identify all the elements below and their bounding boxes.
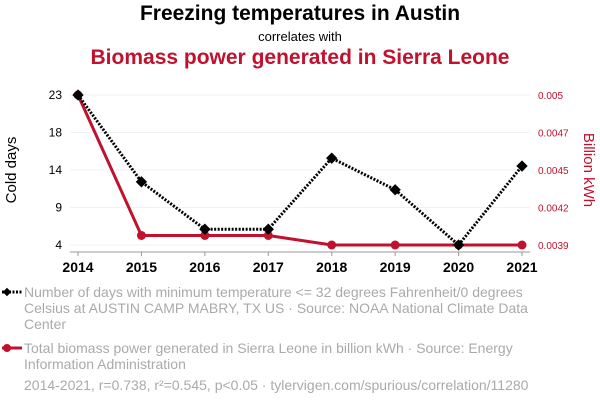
x-tick-label: 2021 bbox=[506, 259, 537, 275]
chart-title: Freezing temperatures in Austin bbox=[139, 2, 461, 25]
chart-title-2: Biomass power generated in Sierra Leone bbox=[90, 46, 510, 69]
y-tick-label: 14 bbox=[49, 163, 63, 177]
legend-label: Number of days with minimum temperature … bbox=[24, 284, 528, 332]
cold-days-point bbox=[389, 184, 401, 196]
y2-axis-label: Billion kWh bbox=[580, 133, 597, 207]
chart-subtitle: correlates with bbox=[258, 29, 342, 44]
legend-marker-diamond bbox=[2, 287, 22, 297]
y2-tick-label: 0.0039 bbox=[538, 241, 569, 252]
cold-days-point bbox=[135, 176, 148, 188]
x-tick-label: 2020 bbox=[443, 259, 474, 275]
cold-days-point bbox=[72, 89, 84, 101]
chart: 23 0.005 18 0.0047 14 0.0045 9 0.0042 4 0.0039 201… bbox=[3, 88, 597, 275]
legend-label: Total biomass power generated in Sierra … bbox=[24, 340, 513, 372]
y-tick-label: 18 bbox=[49, 126, 63, 140]
y-tick-label: 23 bbox=[49, 88, 63, 102]
cold-days-point bbox=[199, 223, 211, 235]
biomass-point bbox=[263, 230, 273, 240]
cold-days-point bbox=[452, 239, 465, 251]
y-tick-label: 4 bbox=[55, 238, 62, 252]
biomass-point bbox=[390, 240, 400, 250]
x-tick-label: 2017 bbox=[253, 259, 284, 275]
cold-days-point bbox=[326, 152, 338, 164]
x-tick-label: 2015 bbox=[126, 259, 157, 275]
x-tick-label: 2016 bbox=[189, 259, 220, 275]
y2-tick-label: 0.0047 bbox=[538, 129, 569, 140]
cold-days-line bbox=[76, 94, 524, 248]
y2-tick-label: 0.005 bbox=[538, 91, 563, 102]
y2-tick-label: 0.0045 bbox=[538, 166, 569, 177]
biomass-point bbox=[517, 240, 527, 250]
y-axis-label: Cold days bbox=[3, 137, 20, 204]
cold-days-point bbox=[262, 223, 274, 235]
y2-tick-label: 0.0042 bbox=[538, 204, 569, 215]
biomass-line bbox=[76, 94, 522, 247]
x-tick-label: 2019 bbox=[380, 259, 411, 275]
biomass-point bbox=[327, 240, 337, 250]
x-tick-label: 2014 bbox=[62, 259, 93, 275]
legend-marker-circle bbox=[2, 344, 22, 352]
biomass-point bbox=[136, 230, 146, 240]
y-tick-label: 9 bbox=[55, 201, 62, 215]
cold-days-point bbox=[516, 160, 528, 172]
x-tick-label: 2018 bbox=[316, 259, 347, 275]
footer: 2014-2021, r=0.738, r²=0.545, p<0.05 · t… bbox=[24, 377, 529, 393]
biomass-point bbox=[200, 230, 210, 240]
